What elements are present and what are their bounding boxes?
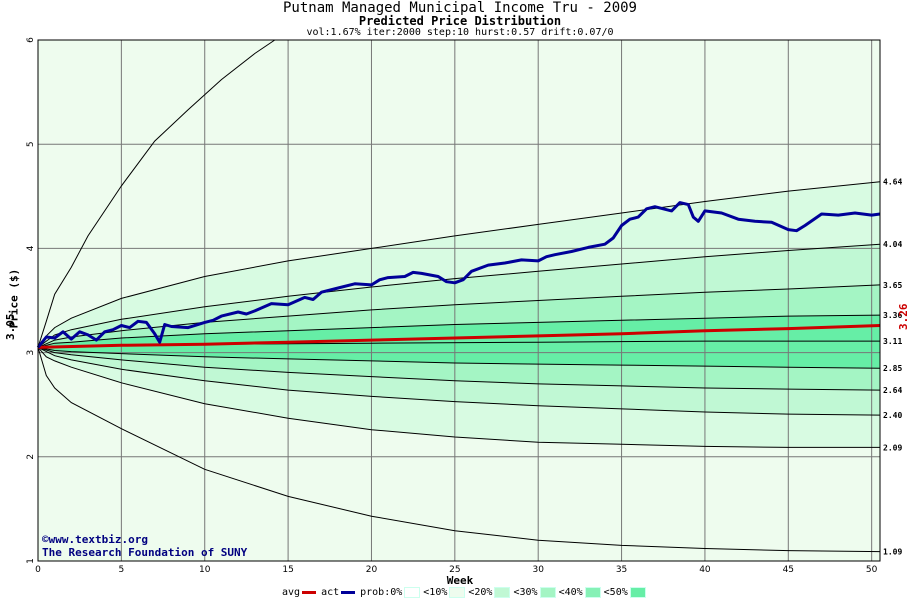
y-tick-label-2: 2 xyxy=(26,454,36,460)
legend-act-swatch xyxy=(341,591,356,594)
legend-30: <30% xyxy=(513,587,556,598)
chart-subtitle: Predicted Price Distribution xyxy=(358,14,562,28)
simulation-params: vol:1.67% iter:2000 step:10 hurst:0.57 d… xyxy=(306,27,614,38)
x-tick-label-50: 50 xyxy=(866,565,878,575)
legend-avg-swatch xyxy=(302,591,317,594)
legend-40-label: <40% xyxy=(558,587,583,598)
legend-40: <40% xyxy=(559,587,601,598)
percentile-label-2.09: 2.09 xyxy=(883,443,902,452)
legend-30-label: <30% xyxy=(513,587,538,598)
credit-organization: The Research Foundation of SUNY xyxy=(42,546,248,559)
legend-avg-label: avg xyxy=(282,587,301,598)
y-tick-label-5: 5 xyxy=(26,141,36,147)
percentile-curve-6 xyxy=(37,314,881,348)
percentile-label-4.04: 4.04 xyxy=(883,240,902,249)
legend-prob-label: prob:0% xyxy=(360,587,403,598)
percentile-curve-1 xyxy=(37,347,880,448)
legend-20-label: <20% xyxy=(468,587,493,598)
price-series xyxy=(36,201,881,349)
percentile-label-3.65: 3.65 xyxy=(883,281,902,290)
end-average-price-label: 3.26 xyxy=(897,303,910,331)
legend-10-swatch xyxy=(449,587,466,598)
legend-prob-swatch xyxy=(404,587,421,598)
x-tick-label-0: 0 xyxy=(35,565,41,575)
legend-40-swatch xyxy=(584,587,601,598)
x-tick-label-20: 20 xyxy=(366,565,378,575)
legend-50: <50% xyxy=(604,587,646,598)
legend-50-swatch xyxy=(629,587,646,598)
start-price-label: 3.05 xyxy=(4,313,17,341)
y-tick-label-6: 6 xyxy=(26,37,36,43)
y-axis-ticks: 1 2 3 4 5 6 xyxy=(26,37,36,564)
percentile-curve-10 xyxy=(37,39,276,348)
percentile-label-2.40: 2.40 xyxy=(883,411,902,420)
x-tick-label-5: 5 xyxy=(118,565,124,575)
x-tick-label-40: 40 xyxy=(699,565,711,575)
percentile-curve-2 xyxy=(37,346,881,416)
legend-10-label: <10% xyxy=(423,587,448,598)
percentile-curve-9 xyxy=(37,181,881,348)
legend-avg: avg xyxy=(282,587,318,598)
plot-frame xyxy=(37,39,881,562)
percentile-curve-0 xyxy=(37,347,881,553)
percentile-curve-8 xyxy=(37,243,881,348)
percentile-curve-3 xyxy=(37,346,881,391)
legend-30-swatch xyxy=(539,587,556,598)
y-tick-label-1: 1 xyxy=(26,558,36,564)
x-tick-label-25: 25 xyxy=(449,565,460,575)
percentile-label-2.64: 2.64 xyxy=(883,386,902,395)
percentile-curves xyxy=(37,39,881,553)
y-tick-label-4: 4 xyxy=(26,245,36,251)
percentile-label-3.36: 3.36 xyxy=(883,311,902,320)
percentile-labels: 1.09 2.09 2.40 2.64 2.85 3.11 3.36 3.65 4.04 4.64 xyxy=(883,178,902,557)
probability-bands xyxy=(38,40,880,561)
legend: avg act prob:0% <10% <20% <30% <40% <50% xyxy=(282,587,649,598)
x-tick-label-15: 15 xyxy=(282,565,293,575)
x-tick-label-30: 30 xyxy=(532,565,544,575)
percentile-curve-4 xyxy=(37,346,881,369)
credit-website: ©www.textbiz.org xyxy=(42,533,148,546)
legend-20: <20% xyxy=(468,587,511,598)
series-avg-line xyxy=(37,324,881,349)
legend-20-swatch xyxy=(494,587,511,598)
chart-title: Putnam Managed Municipal Income Tru - 20… xyxy=(282,0,637,16)
legend-10: <10% xyxy=(423,587,466,598)
legend-prob: prob:0% xyxy=(360,587,421,598)
x-axis-ticks: 0 5 10 15 20 25 30 35 40 45 50 xyxy=(35,565,878,575)
percentile-curve-7 xyxy=(37,284,881,348)
percentile-label-1.09: 1.09 xyxy=(883,548,902,557)
percentile-label-2.85: 2.85 xyxy=(883,364,902,373)
legend-50-label: <50% xyxy=(603,587,628,598)
percentile-label-3.11: 3.11 xyxy=(883,337,902,346)
series-act-line xyxy=(36,201,881,349)
x-tick-label-45: 45 xyxy=(783,565,794,575)
x-tick-label-35: 35 xyxy=(616,565,627,575)
legend-act: act xyxy=(321,587,357,598)
legend-act-label: act xyxy=(321,587,340,598)
x-tick-label-10: 10 xyxy=(199,565,211,575)
band-50 xyxy=(38,315,880,369)
x-axis-label: Week xyxy=(446,574,474,587)
percentile-label-4.64: 4.64 xyxy=(883,178,902,187)
y-tick-label-3: 3 xyxy=(26,350,36,356)
